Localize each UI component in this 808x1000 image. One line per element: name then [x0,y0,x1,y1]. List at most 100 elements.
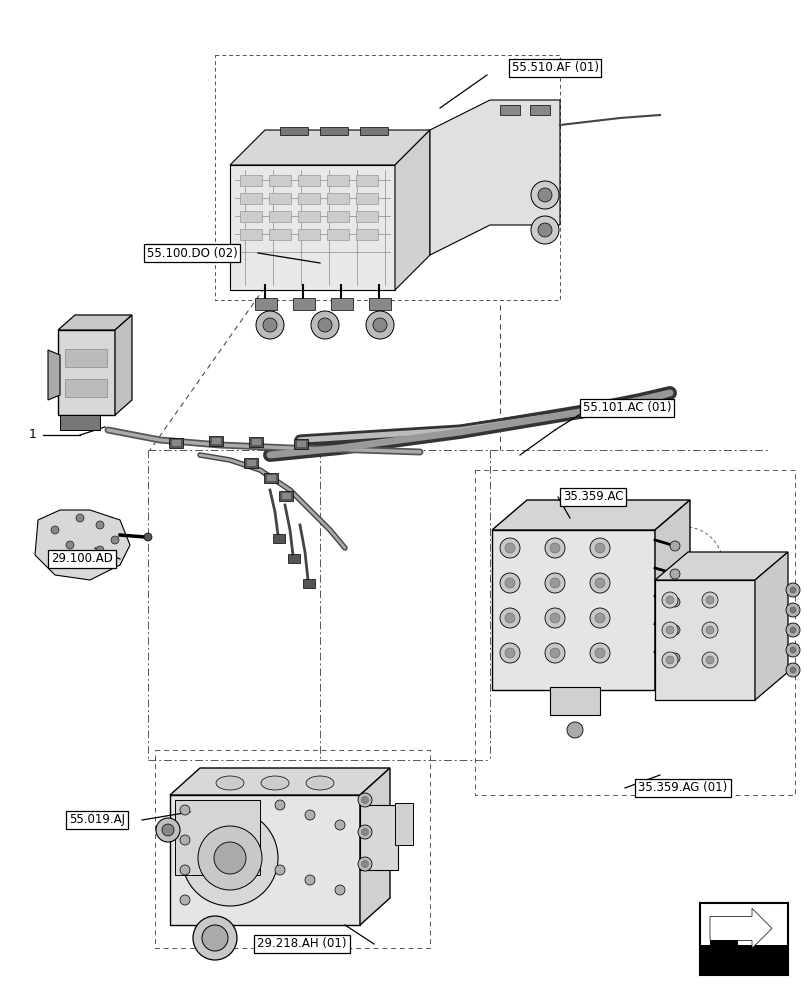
Circle shape [335,820,345,830]
Circle shape [590,643,610,663]
Circle shape [144,533,152,541]
Circle shape [666,626,674,634]
Circle shape [305,810,315,820]
Polygon shape [655,500,690,690]
Circle shape [666,596,674,604]
Circle shape [662,622,678,638]
Circle shape [156,818,180,842]
Bar [327,193,349,204]
Text: 35.359.AG (01): 35.359.AG (01) [638,782,728,794]
Bar [169,438,183,448]
Bar [249,437,263,447]
Bar [298,193,320,204]
Circle shape [545,538,565,558]
Circle shape [670,541,680,551]
Bar [280,127,308,135]
Circle shape [790,627,796,633]
Ellipse shape [261,776,289,790]
Circle shape [361,796,368,804]
Circle shape [275,800,285,810]
Bar [298,229,320,240]
Circle shape [538,223,552,237]
Bar [244,458,258,468]
Circle shape [361,860,368,867]
Circle shape [96,521,104,529]
Circle shape [275,865,285,875]
Circle shape [786,603,800,617]
Text: 1: 1 [29,428,37,442]
Polygon shape [395,130,430,290]
Bar [327,229,349,240]
Bar [288,554,300,563]
Circle shape [500,573,520,593]
Bar [395,803,413,845]
Bar [360,805,398,870]
Bar [269,229,291,240]
Text: 55.019.AJ: 55.019.AJ [69,814,125,826]
Circle shape [550,543,560,553]
Polygon shape [710,908,772,948]
Bar [327,175,349,186]
Circle shape [550,613,560,623]
Circle shape [595,543,605,553]
Bar [530,105,550,115]
Circle shape [786,663,800,677]
Circle shape [358,825,372,839]
Bar [171,439,181,446]
Circle shape [567,722,583,738]
Circle shape [590,573,610,593]
Circle shape [500,643,520,663]
Bar [500,105,520,115]
Polygon shape [710,940,738,945]
Text: 29.100.AD: 29.100.AD [51,552,113,566]
Circle shape [550,578,560,588]
Circle shape [550,648,560,658]
Circle shape [662,652,678,668]
Bar [294,439,308,449]
Circle shape [180,895,190,905]
Polygon shape [35,510,130,580]
Circle shape [666,656,674,664]
Circle shape [335,885,345,895]
Polygon shape [115,315,132,415]
Bar [269,211,291,222]
Circle shape [670,625,680,635]
Bar [369,298,391,310]
Text: 35.359.AC: 35.359.AC [562,490,623,504]
Text: 29.218.AH (01): 29.218.AH (01) [257,938,347,950]
Circle shape [505,578,515,588]
Bar [700,903,788,975]
Circle shape [198,826,262,890]
Polygon shape [655,580,755,700]
Polygon shape [755,552,788,700]
Circle shape [545,608,565,628]
Bar [60,415,100,430]
Circle shape [180,865,190,875]
Circle shape [76,514,84,522]
Bar [240,229,262,240]
Bar [209,436,223,446]
Circle shape [361,828,368,836]
Polygon shape [492,500,690,530]
Bar [246,459,256,466]
Bar [281,492,291,499]
Bar [251,438,261,445]
Text: 55.100.DO (02): 55.100.DO (02) [146,246,238,259]
Circle shape [670,653,680,663]
Bar [264,473,278,483]
Circle shape [590,538,610,558]
Circle shape [790,607,796,613]
Circle shape [66,541,74,549]
Circle shape [786,623,800,637]
Bar [298,211,320,222]
Circle shape [790,587,796,593]
Circle shape [706,656,714,664]
Bar [356,175,378,186]
Bar [327,211,349,222]
Circle shape [81,551,89,559]
Polygon shape [170,795,360,925]
Circle shape [358,793,372,807]
Circle shape [373,318,387,332]
Polygon shape [230,130,430,165]
Circle shape [702,592,718,608]
